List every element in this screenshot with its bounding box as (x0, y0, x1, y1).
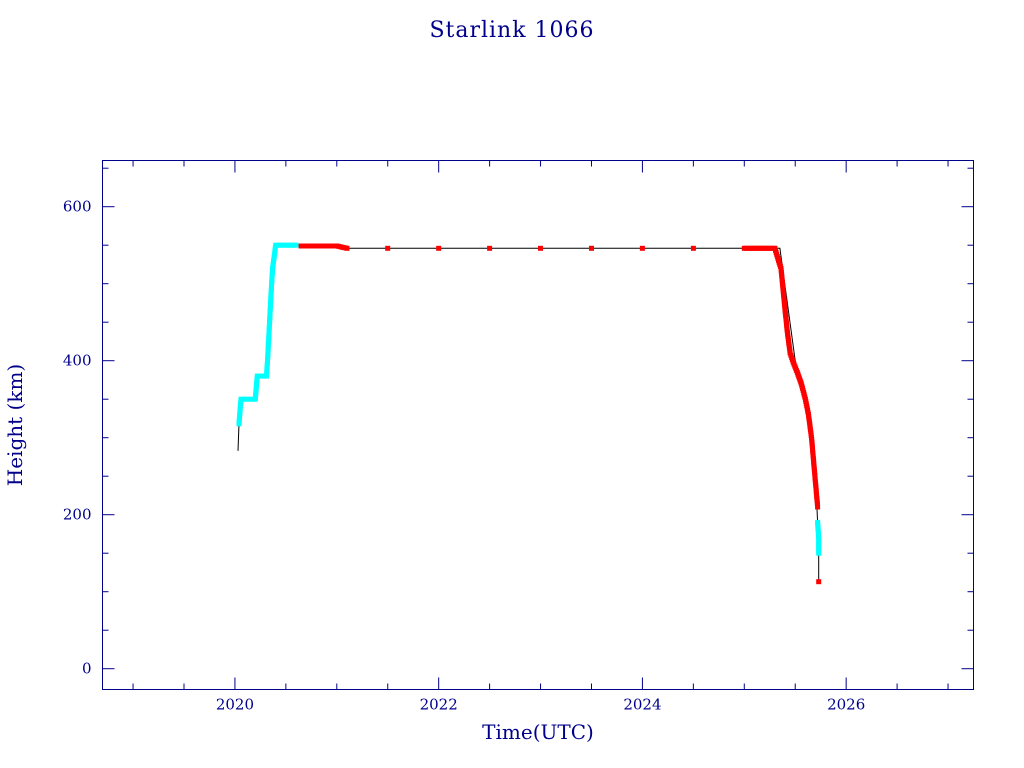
x-tick-label: 2020 (216, 696, 254, 714)
data-point (690, 245, 696, 251)
data-point (816, 579, 822, 585)
data-point (254, 373, 260, 379)
data-point (275, 242, 281, 248)
x-tick-label: 2026 (827, 696, 865, 714)
x-tick-label: 2024 (623, 696, 661, 714)
data-point (261, 373, 266, 379)
plot-frame (102, 160, 974, 690)
chart-title: Starlink 1066 (429, 18, 594, 43)
y-tick-label: 400 (63, 352, 92, 370)
data-point (247, 396, 253, 402)
data-point (385, 245, 391, 251)
data-point (291, 242, 296, 248)
data-point (589, 245, 594, 251)
axis-ticks: 2020 2022 2024 2026 0 200 400 600 (63, 160, 974, 714)
data-point (280, 242, 286, 248)
y-axis-label: Height (km) (3, 364, 27, 486)
data-point (238, 396, 244, 402)
y-tick-label: 200 (63, 506, 92, 524)
data-point (344, 245, 350, 251)
y-tick-label: 0 (82, 660, 92, 678)
data-point (487, 245, 493, 251)
data-point (244, 396, 250, 402)
data-point (436, 245, 442, 251)
data-point (816, 550, 822, 556)
trace-line (237, 244, 820, 582)
data-point (639, 245, 645, 251)
series-2 (298, 243, 822, 585)
data-points (236, 242, 822, 585)
data-point (815, 504, 821, 510)
data-point (538, 245, 543, 251)
data-point (293, 242, 299, 248)
orbit-trace (237, 244, 820, 582)
data-point (272, 245, 278, 251)
data-point (241, 396, 247, 402)
data-point (272, 250, 278, 256)
series-1 (236, 242, 822, 556)
x-axis-label: Time(UTC) (482, 720, 594, 744)
data-point (257, 373, 263, 379)
y-tick-label: 600 (63, 198, 92, 216)
x-tick-label: 2022 (420, 696, 458, 714)
data-point (285, 242, 291, 248)
